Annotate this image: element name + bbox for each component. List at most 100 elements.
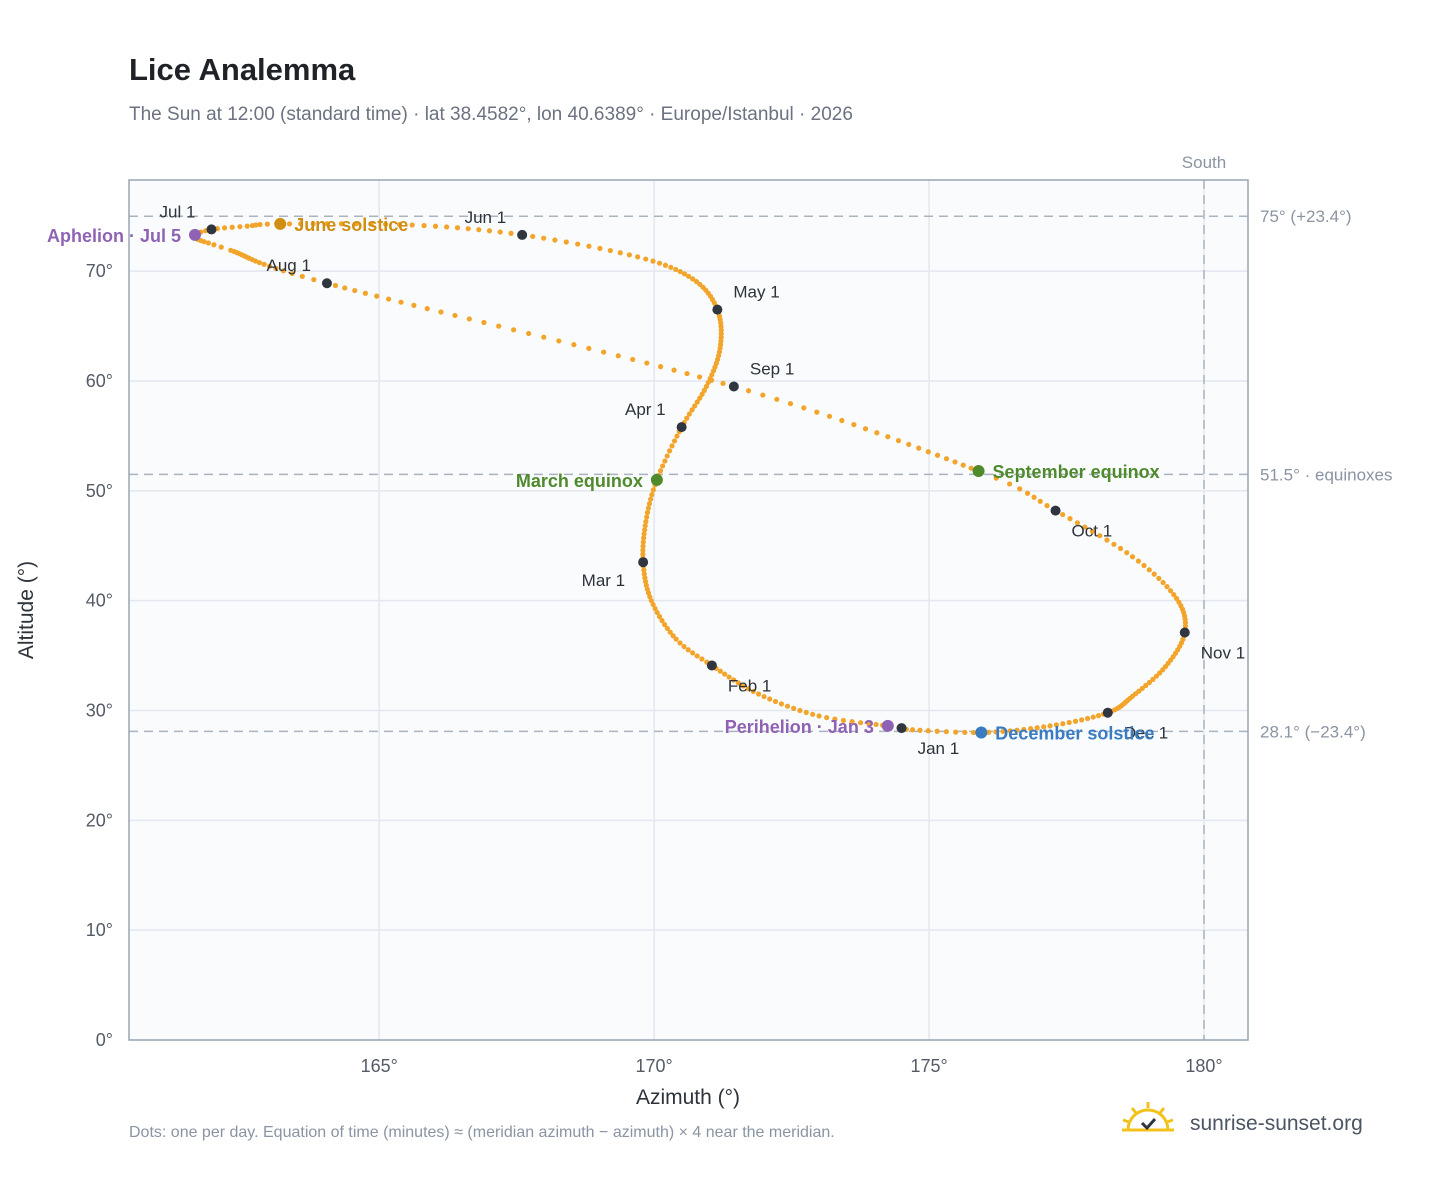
daily-dot <box>925 728 931 734</box>
daily-dot <box>745 388 752 394</box>
month-and-event-markers: Jan 1 Feb 1 Mar 1 Apr 1 May 1 Jun 1 Jul 1 Aug 1… <box>47 202 1245 758</box>
daily-dot <box>1171 592 1177 598</box>
daily-dot <box>1173 595 1180 602</box>
daily-dot <box>970 729 977 736</box>
daily-dot <box>649 492 655 498</box>
daily-dot <box>383 221 389 227</box>
daily-dot <box>496 323 502 329</box>
month-label: Jun 1 <box>465 208 507 227</box>
daily-dot <box>654 609 660 616</box>
daily-dot <box>1006 481 1013 487</box>
south-label: South <box>1182 153 1226 172</box>
daily-dot <box>662 262 669 268</box>
month-marker <box>706 660 717 671</box>
daily-dot <box>486 228 493 234</box>
daily-dot <box>866 720 872 727</box>
daily-dot <box>205 240 211 246</box>
daily-dot <box>667 448 673 454</box>
daily-dot <box>645 505 652 511</box>
daily-dot <box>237 224 243 230</box>
daily-dot <box>816 713 822 719</box>
daily-dot <box>298 221 304 227</box>
daily-dot <box>686 411 692 417</box>
daily-dot <box>1150 676 1156 682</box>
month-marker <box>676 422 687 433</box>
daily-dot <box>644 514 650 520</box>
daily-dot <box>1156 575 1162 581</box>
daily-dot <box>862 426 869 432</box>
month-marker <box>1050 505 1061 516</box>
y-tick-label: 40° <box>86 591 113 611</box>
daily-dot <box>1079 717 1085 723</box>
event-label: June solstice <box>294 215 408 235</box>
daily-dot <box>1164 584 1170 590</box>
daily-dot <box>774 396 780 402</box>
daily-dot <box>571 342 577 348</box>
daily-dot <box>299 273 305 279</box>
axis-ticks: 165° 170° 175° 180° 0° 10° 20° 30° 40° 50° 60° 70° 7… <box>86 153 1393 1076</box>
daily-dot <box>1021 726 1027 733</box>
daily-dot <box>1047 723 1053 729</box>
daily-dot <box>630 356 636 363</box>
daily-dot <box>617 250 623 256</box>
daily-dot <box>1014 727 1020 733</box>
reference-label: 28.1° (−23.4°) <box>1260 722 1366 741</box>
daily-dot <box>1017 486 1023 492</box>
brand-logo[interactable]: sunrise-sunset.org <box>1120 1100 1400 1150</box>
daily-dot <box>650 487 656 493</box>
daily-dot <box>1135 558 1142 564</box>
daily-dot <box>261 261 267 267</box>
daily-dot <box>398 299 404 305</box>
daily-dot <box>597 245 603 251</box>
daily-dot <box>664 453 670 459</box>
month-marker <box>206 224 217 235</box>
daily-dot <box>1007 728 1013 734</box>
daily-dot <box>324 221 330 227</box>
daily-dot <box>342 285 348 291</box>
x-tick-label: 175° <box>910 1056 947 1076</box>
daily-dot <box>252 258 259 264</box>
month-label: Apr 1 <box>625 400 666 419</box>
daily-dot <box>718 334 724 340</box>
daily-dot <box>677 640 683 646</box>
daily-dot <box>1151 571 1157 577</box>
daily-dot <box>849 719 855 725</box>
daily-dot <box>658 364 664 370</box>
x-tick-label: 165° <box>361 1056 398 1076</box>
daily-dot <box>667 629 673 635</box>
daily-dot <box>310 221 316 227</box>
daily-dot <box>641 571 647 577</box>
daily-dot <box>311 277 317 283</box>
daily-dot <box>674 433 680 439</box>
daily-dot <box>1124 550 1130 556</box>
daily-dot <box>696 374 703 380</box>
daily-dot <box>1041 724 1047 730</box>
daily-dot <box>784 703 791 709</box>
event-label: December solstice <box>995 723 1154 743</box>
daily-dot <box>635 254 641 260</box>
daily-dot <box>556 338 562 344</box>
daily-dot <box>454 225 461 231</box>
month-label: Jul 1 <box>160 202 196 221</box>
daily-dot <box>962 729 968 735</box>
y-tick-label: 50° <box>86 481 113 501</box>
daily-dot <box>740 683 746 689</box>
daily-dot <box>644 509 651 516</box>
daily-dot <box>767 696 773 702</box>
daily-dot <box>641 567 647 573</box>
daily-dot <box>934 728 940 734</box>
brand-name: sunrise-sunset.org <box>1190 1112 1363 1135</box>
daily-dot <box>660 463 666 469</box>
daily-dot <box>432 223 439 229</box>
daily-dot <box>563 239 569 245</box>
daily-dot <box>814 409 820 415</box>
daily-dot <box>686 273 692 279</box>
daily-dot <box>575 241 581 247</box>
month-label: Dec 1 <box>1124 724 1168 743</box>
daily-dot <box>925 449 931 455</box>
daily-dot <box>1141 562 1147 569</box>
daily-dot <box>690 650 696 656</box>
daily-dot <box>916 445 922 451</box>
daily-dot <box>286 221 293 227</box>
daily-dot <box>646 501 653 507</box>
